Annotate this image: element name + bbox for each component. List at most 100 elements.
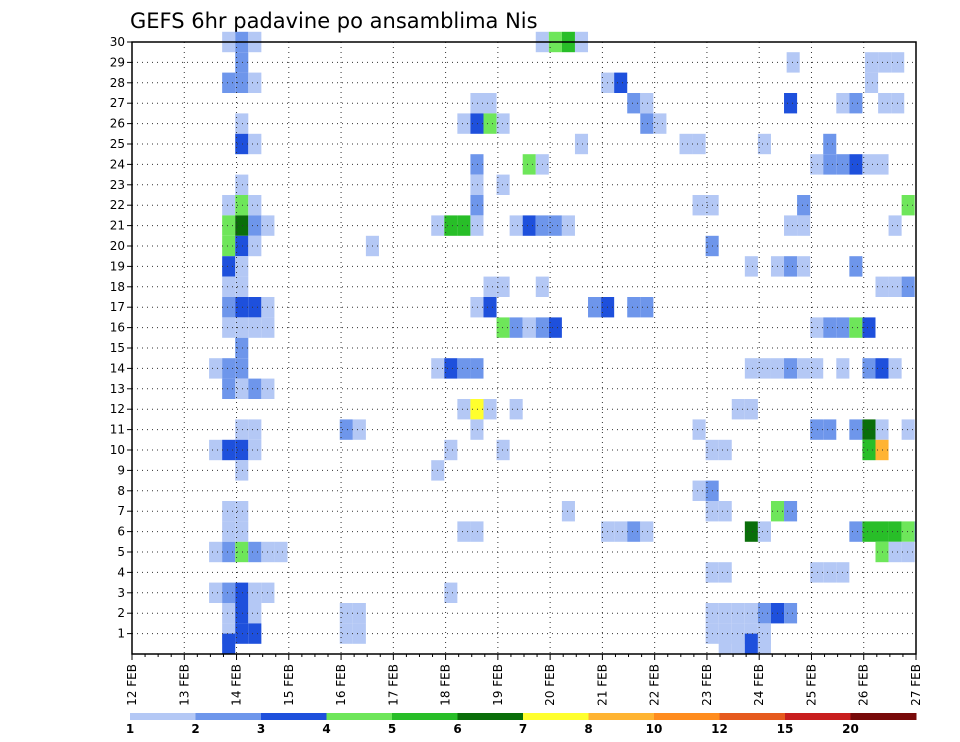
heatmap-cell xyxy=(901,276,915,297)
heatmap-cell xyxy=(744,603,758,624)
heatmap-cell xyxy=(757,521,771,542)
colorbar-label: 1 xyxy=(126,722,134,736)
heatmap-cell xyxy=(744,521,758,542)
y-axis-ticks: 1234567891011121314151617181920212223242… xyxy=(110,35,132,641)
heatmap-cell xyxy=(823,562,837,583)
heatmap-cell xyxy=(457,521,471,542)
heatmap-cell xyxy=(810,154,824,175)
heatmap-cell xyxy=(496,276,510,297)
heatmap-cell xyxy=(248,297,262,318)
colorbar-label: 2 xyxy=(191,722,199,736)
heatmap-cell xyxy=(470,195,484,216)
heatmap-cell xyxy=(614,521,628,542)
heatmap-cell xyxy=(692,195,706,216)
heatmap-cell xyxy=(627,521,641,542)
x-tick-label: 14 FEB xyxy=(230,664,244,706)
chart-title: GEFS 6hr padavine po ansamblima Nis xyxy=(130,9,538,33)
heatmap-cell xyxy=(222,297,236,318)
heatmap-cell xyxy=(235,297,249,318)
heatmap-cell xyxy=(209,358,223,379)
heatmap-cell xyxy=(784,215,798,236)
heatmap-cell xyxy=(235,133,249,155)
colorbar-swatch xyxy=(457,713,524,720)
y-tick-label: 14 xyxy=(110,361,125,375)
y-tick-label: 19 xyxy=(110,259,125,273)
heatmap-cell xyxy=(235,358,249,379)
y-tick-label: 17 xyxy=(110,300,125,314)
y-tick-label: 28 xyxy=(110,76,125,90)
heatmap-cell xyxy=(470,297,484,318)
heatmap-cell xyxy=(862,439,876,461)
heatmap-cell xyxy=(744,256,758,277)
heatmap-cell xyxy=(222,256,236,277)
heatmap-cell xyxy=(810,419,824,440)
heatmap-cell xyxy=(797,358,811,379)
heatmap-cell xyxy=(744,399,758,420)
heatmap-cell xyxy=(496,439,510,461)
heatmap-cell xyxy=(339,623,353,644)
heatmap-cell xyxy=(627,93,641,114)
heatmap-cell xyxy=(679,133,693,155)
heatmap-cell xyxy=(888,358,902,379)
heatmap-cell xyxy=(222,215,236,236)
y-tick-label: 24 xyxy=(110,157,125,171)
heatmap-cell xyxy=(888,276,902,297)
x-tick-label: 15 FEB xyxy=(282,664,296,706)
heatmap-cell xyxy=(339,419,353,440)
heatmap-cell xyxy=(744,633,758,654)
heatmap-cell xyxy=(444,215,458,236)
colorbar-label: 12 xyxy=(711,722,728,736)
heatmap-cell xyxy=(248,603,262,624)
heatmap-cell xyxy=(888,541,902,563)
heatmap-cell xyxy=(823,133,837,155)
heatmap-cell xyxy=(235,521,249,542)
y-tick-label: 8 xyxy=(117,484,125,498)
heatmap-cell xyxy=(810,317,824,338)
heatmap-cell xyxy=(888,521,902,542)
heatmap-cell xyxy=(823,154,837,175)
y-tick-label: 9 xyxy=(117,463,125,477)
y-tick-label: 2 xyxy=(117,606,125,620)
heatmap-cell xyxy=(849,154,863,175)
heatmap-cell xyxy=(509,399,523,420)
x-tick-label: 20 FEB xyxy=(543,664,557,706)
heatmap-cell xyxy=(561,501,575,522)
colorbar-label: 8 xyxy=(584,722,592,736)
heatmap-cell xyxy=(352,623,366,644)
heatmap-cell xyxy=(235,256,249,277)
heatmap-cell xyxy=(248,72,262,93)
heatmap-cell xyxy=(784,358,798,379)
heatmap-cell xyxy=(901,195,915,216)
y-tick-label: 11 xyxy=(110,423,125,437)
heatmap-cell xyxy=(483,297,497,318)
heatmap-cell xyxy=(878,93,892,114)
heatmap-cell xyxy=(352,419,366,440)
heatmap-cell xyxy=(235,378,249,399)
heatmap-cell xyxy=(235,439,249,461)
heatmap-cell xyxy=(901,521,915,542)
heatmap-cell xyxy=(444,439,458,461)
y-tick-label: 23 xyxy=(110,178,125,192)
heatmap-cell xyxy=(235,582,249,603)
heatmap-cell xyxy=(731,633,745,654)
colorbar-swatch xyxy=(588,713,655,720)
heatmap-cell xyxy=(757,358,771,379)
heatmap-cell xyxy=(849,521,863,542)
colorbar-swatch xyxy=(719,713,786,720)
colorbar-swatch xyxy=(850,713,917,720)
colorbar-swatch xyxy=(654,713,720,720)
heatmap-cell xyxy=(248,215,262,236)
x-tick-label: 17 FEB xyxy=(386,664,400,706)
heatmap-cell xyxy=(235,52,249,73)
heatmap-cell xyxy=(640,521,654,542)
heatmap-cell xyxy=(797,215,811,236)
y-tick-label: 18 xyxy=(110,280,125,294)
heatmap-cell xyxy=(248,541,262,563)
heatmap-cell xyxy=(235,195,249,216)
heatmap-cell xyxy=(248,133,262,155)
heatmap-cell xyxy=(457,113,471,134)
x-tick-label: 25 FEB xyxy=(804,664,818,706)
heatmap-cell xyxy=(222,317,236,338)
y-tick-label: 30 xyxy=(110,35,125,49)
heatmap-cell xyxy=(901,541,915,563)
